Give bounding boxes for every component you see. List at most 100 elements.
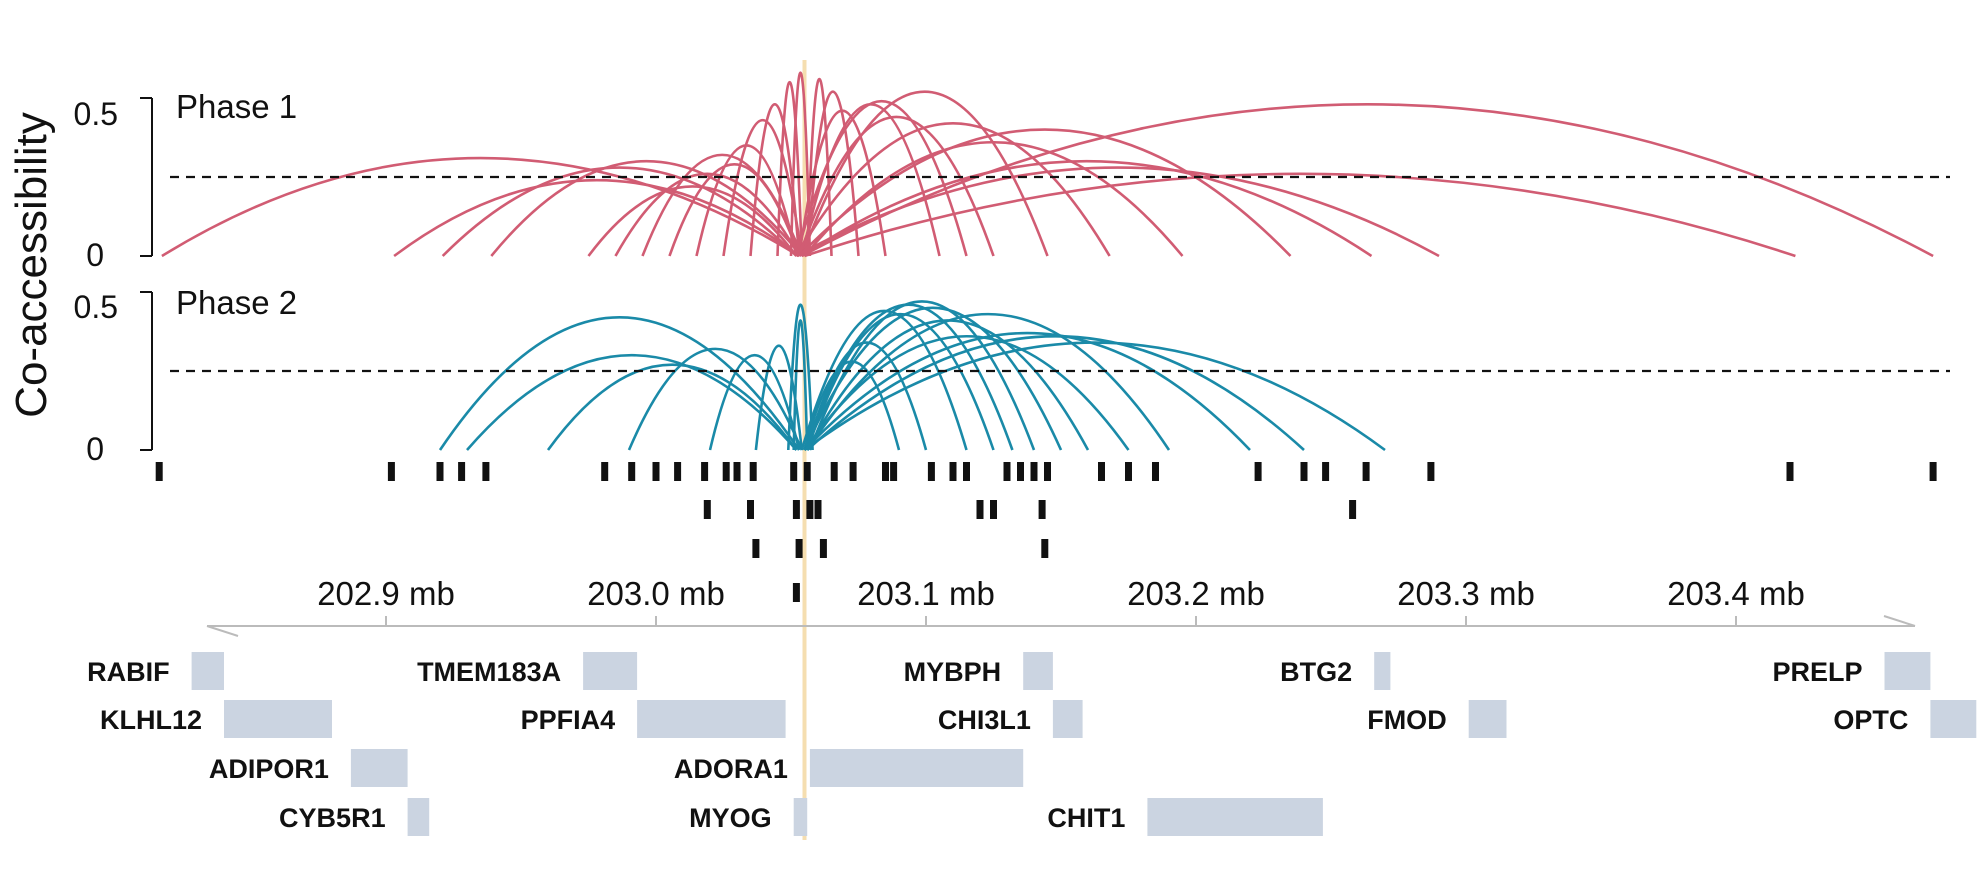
peak-mark xyxy=(792,500,800,519)
gene-label: PRELP xyxy=(1772,657,1862,687)
peak-mark xyxy=(674,462,682,481)
phase-2-panel: 0.5 0 Phase 2 xyxy=(74,284,1950,467)
peak-mark xyxy=(722,462,730,481)
peak-mark xyxy=(814,500,822,519)
phase-1-link-arc xyxy=(795,100,968,257)
peak-mark xyxy=(790,462,798,481)
gene-body xyxy=(407,798,430,836)
x-tick-label: 202.9 mb xyxy=(317,575,455,612)
phase-2-link-arc xyxy=(805,312,995,451)
peak-mark xyxy=(436,462,444,481)
phase-1-link-arc xyxy=(490,160,803,257)
peak-mark xyxy=(1362,462,1370,481)
gene-body xyxy=(1374,652,1391,690)
peak-mark xyxy=(458,462,466,481)
peak-mark xyxy=(701,462,709,481)
gene-label: PPFIA4 xyxy=(521,705,616,735)
phase-1-link-arc xyxy=(798,128,1292,257)
peak-mark xyxy=(803,462,811,481)
y-axis-title: Co-accessibility xyxy=(7,112,56,418)
phase-2-link-arc xyxy=(438,315,801,451)
peak-mark xyxy=(1929,462,1937,481)
phase-2-link-arc xyxy=(803,331,1251,451)
phase-1-link-arc xyxy=(801,159,1373,258)
peak-mark xyxy=(830,462,838,481)
peak-mark xyxy=(927,462,935,481)
peak-mark xyxy=(795,539,803,558)
peak-mark xyxy=(749,462,757,481)
peak-mark xyxy=(819,539,827,558)
gene-body xyxy=(637,700,786,738)
gene-label: MYOG xyxy=(689,803,772,833)
peak-mark xyxy=(628,462,636,481)
phase-1-link-arc xyxy=(668,163,801,257)
gene-label: OPTC xyxy=(1833,705,1908,735)
gene-label: CYB5R1 xyxy=(279,803,386,833)
phase-1-panel: 0.5 0 Phase 1 xyxy=(74,71,1950,273)
phase-2-y-tick-label-bottom: 0 xyxy=(86,431,104,467)
phase-1-link-arc xyxy=(614,172,801,257)
phase-2-link-arc xyxy=(627,347,803,451)
phase-2-label: Phase 2 xyxy=(176,284,297,321)
peak-mark xyxy=(806,500,814,519)
peak-mark xyxy=(733,462,741,481)
peak-mark xyxy=(1017,462,1024,481)
phase-1-label: Phase 1 xyxy=(176,88,297,125)
gene-body xyxy=(191,652,224,690)
phase-2-link-arc xyxy=(803,341,1386,452)
gene-body xyxy=(809,749,1024,787)
peak-mark xyxy=(890,462,898,481)
peak-mark xyxy=(849,462,857,481)
gene-label: CHIT1 xyxy=(1047,803,1125,833)
gene-body xyxy=(350,749,408,787)
gene-body xyxy=(224,700,332,738)
peak-mark xyxy=(652,462,660,481)
peak-mark xyxy=(1038,500,1046,519)
phase-1-y-tick-label-top: 0.5 xyxy=(74,96,118,132)
peak-mark xyxy=(703,500,711,519)
phase-2-link-arc xyxy=(800,309,968,451)
phase-2-link-arc xyxy=(787,303,814,451)
phase-1-link-arc xyxy=(803,141,1184,257)
x-tick-label: 203.0 mb xyxy=(587,575,725,612)
phase-1-y-tick-label-bottom: 0 xyxy=(86,237,104,273)
peak-mark xyxy=(601,462,609,481)
gene-label: RABIF xyxy=(87,657,170,687)
gene-body xyxy=(1884,652,1931,690)
gene-label: FMOD xyxy=(1367,705,1446,735)
peak-mark xyxy=(747,500,754,519)
peak-mark xyxy=(1044,462,1051,481)
x-tick-label: 203.1 mb xyxy=(857,575,995,612)
gene-body xyxy=(1147,798,1323,836)
peak-mark xyxy=(949,462,957,481)
gene-label: ADORA1 xyxy=(674,754,788,784)
phase-2-link-arc xyxy=(806,335,1305,451)
peak-mark xyxy=(1152,462,1159,481)
x-tick-label: 203.3 mb xyxy=(1397,575,1535,612)
peak-mark xyxy=(1098,462,1105,481)
phase-2-link-arc xyxy=(546,363,798,451)
phase-2-link-arc xyxy=(708,353,801,451)
gene-label: CHI3L1 xyxy=(938,705,1031,735)
phase-2-link-arc xyxy=(466,353,798,451)
gene-body xyxy=(1930,700,1977,738)
peak-mark xyxy=(1125,462,1132,481)
x-ticks: 202.9 mb 203.0 mb 203.1 mb 203.2 mb 203.3 mb… xyxy=(317,575,1805,626)
peak-mark xyxy=(1003,462,1011,481)
gene-label: MYBPH xyxy=(904,657,1002,687)
peak-track xyxy=(155,462,1937,602)
peak-mark xyxy=(1300,462,1308,481)
phase-2-arcs xyxy=(438,300,1386,452)
peak-mark xyxy=(387,462,395,481)
gene-body xyxy=(793,798,808,836)
phase-2-link-arc xyxy=(803,306,1063,451)
peak-mark xyxy=(1349,500,1357,519)
gene-body xyxy=(1468,700,1507,738)
phase-1-link-arc xyxy=(441,166,798,257)
peak-mark xyxy=(990,500,997,519)
phase-1-link-arc xyxy=(801,103,1934,258)
x-tick-label: 203.4 mb xyxy=(1667,575,1805,612)
x-tick-label: 203.2 mb xyxy=(1127,575,1265,612)
gene-body xyxy=(1052,700,1083,738)
peak-mark xyxy=(1786,462,1794,481)
